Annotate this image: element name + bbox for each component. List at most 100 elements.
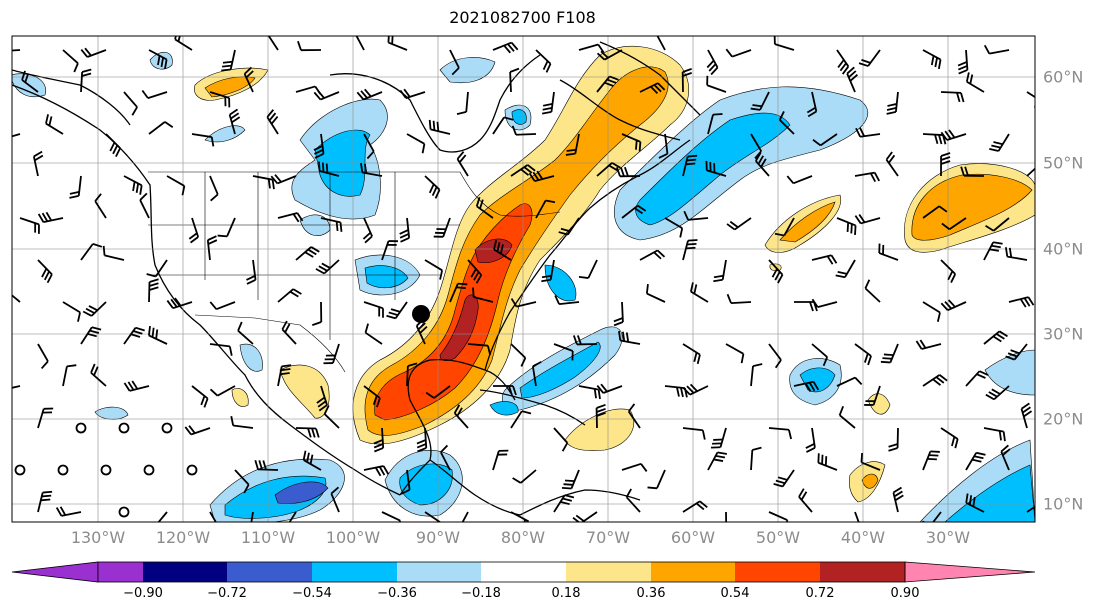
pos-region-mid-atlantic-mid bbox=[779, 201, 836, 243]
colorbar-tick: −0.36 bbox=[377, 586, 417, 601]
wind-barb bbox=[922, 49, 942, 70]
wind-barb bbox=[123, 380, 150, 392]
negative-anomaly-regions bbox=[12, 52, 1035, 522]
wind-barb bbox=[45, 114, 64, 135]
wind-barb bbox=[381, 511, 401, 522]
wind-barb bbox=[805, 427, 816, 453]
graticule bbox=[12, 36, 1035, 522]
wind-barb bbox=[80, 326, 102, 345]
wind-barb bbox=[318, 161, 340, 177]
colorbar-segment-4 bbox=[312, 562, 397, 582]
wind-barb bbox=[243, 66, 254, 93]
wind-barb bbox=[625, 488, 641, 513]
wind-barb bbox=[941, 217, 967, 230]
wind-barb bbox=[565, 133, 580, 156]
wind-barb bbox=[940, 299, 967, 312]
wind-barb bbox=[768, 259, 784, 284]
wind-barb bbox=[230, 416, 254, 429]
wind-barb bbox=[37, 490, 53, 513]
wind-barb bbox=[320, 217, 343, 232]
wind-barb bbox=[355, 36, 365, 51]
wind-barb bbox=[509, 67, 520, 93]
political-borders bbox=[148, 171, 561, 373]
wind-barb bbox=[578, 43, 605, 53]
wind-barb bbox=[528, 170, 555, 183]
wind-barb bbox=[316, 385, 328, 412]
wind-barb bbox=[277, 364, 292, 387]
wind-barb bbox=[424, 175, 441, 199]
map-frame bbox=[11, 35, 1036, 523]
wind-barb bbox=[725, 343, 745, 364]
wind-barb bbox=[811, 343, 829, 367]
wind-barb bbox=[252, 175, 275, 190]
wind-barb bbox=[302, 450, 322, 471]
wind-barb bbox=[683, 210, 709, 221]
colorbar-tick: −0.18 bbox=[461, 586, 501, 601]
wind-barb bbox=[32, 150, 44, 177]
wind-barb bbox=[492, 385, 517, 396]
wind-barb bbox=[425, 385, 451, 399]
lon-label: 80°W bbox=[500, 528, 546, 547]
wind-barb bbox=[940, 129, 967, 141]
calm-wind-circle bbox=[118, 422, 130, 434]
wind-barb bbox=[786, 175, 813, 185]
wind-barb bbox=[922, 301, 941, 322]
wind-barb bbox=[989, 133, 1010, 152]
pos-region-atlantic-low-mid bbox=[861, 473, 879, 489]
wind-barb bbox=[726, 217, 752, 231]
wind-barb bbox=[174, 36, 193, 51]
calm-wind-circle bbox=[100, 464, 112, 476]
wind-barb bbox=[364, 323, 383, 345]
wind-barb bbox=[705, 160, 727, 177]
wind-barb bbox=[572, 511, 598, 522]
colorbar-tick: 0.36 bbox=[636, 586, 666, 601]
wind-barb bbox=[373, 427, 385, 453]
wind-barb bbox=[399, 88, 426, 99]
wind-barb bbox=[246, 259, 257, 285]
lat-label: 30°N bbox=[1043, 324, 1084, 344]
wind-barb bbox=[835, 259, 856, 279]
wind-barb bbox=[639, 82, 666, 95]
wind-barb bbox=[254, 460, 279, 471]
wind-barb bbox=[658, 133, 669, 159]
calm-wind-circle bbox=[161, 422, 173, 434]
wind-barb bbox=[94, 193, 107, 219]
wind-barb bbox=[139, 192, 150, 219]
colorbar-min-extend bbox=[11, 561, 99, 583]
wind-barb bbox=[493, 240, 512, 261]
location-marker bbox=[412, 305, 430, 323]
wind-barb bbox=[415, 318, 428, 345]
wind-barb bbox=[965, 451, 986, 471]
wind-barb bbox=[148, 49, 168, 69]
wind-barb bbox=[940, 152, 951, 177]
wind-barb bbox=[12, 133, 21, 138]
wind-barb bbox=[836, 376, 863, 387]
wind-barb bbox=[37, 407, 54, 429]
lon-label: 60°W bbox=[670, 528, 716, 547]
colorbar-max-extend bbox=[904, 561, 1036, 583]
wind-barb bbox=[184, 425, 211, 436]
wind-barb bbox=[406, 133, 426, 154]
wind-barb bbox=[512, 469, 537, 484]
coastline-cuba bbox=[479, 389, 586, 426]
coastline-labrador bbox=[559, 79, 681, 141]
coastline-greenland bbox=[599, 41, 701, 116]
wind-barb bbox=[858, 49, 881, 67]
wind-barb bbox=[811, 254, 838, 265]
wind-barb bbox=[1000, 444, 1011, 471]
wind-barb bbox=[206, 235, 218, 261]
wind-barb bbox=[424, 259, 444, 280]
lon-label: 30°W bbox=[925, 528, 971, 547]
lon-label: 40°W bbox=[840, 528, 886, 547]
wind-barb bbox=[237, 321, 254, 345]
wind-barb bbox=[554, 295, 580, 306]
wind-barb bbox=[102, 245, 125, 261]
wind-barb bbox=[755, 152, 770, 177]
wind-barb bbox=[664, 217, 684, 238]
neg-region-carolina bbox=[544, 264, 577, 302]
colorbar-tick: −0.72 bbox=[207, 586, 247, 601]
wind-barb bbox=[166, 297, 193, 310]
wind-barb bbox=[572, 335, 598, 346]
colorbar-tick: 0.72 bbox=[805, 586, 835, 601]
